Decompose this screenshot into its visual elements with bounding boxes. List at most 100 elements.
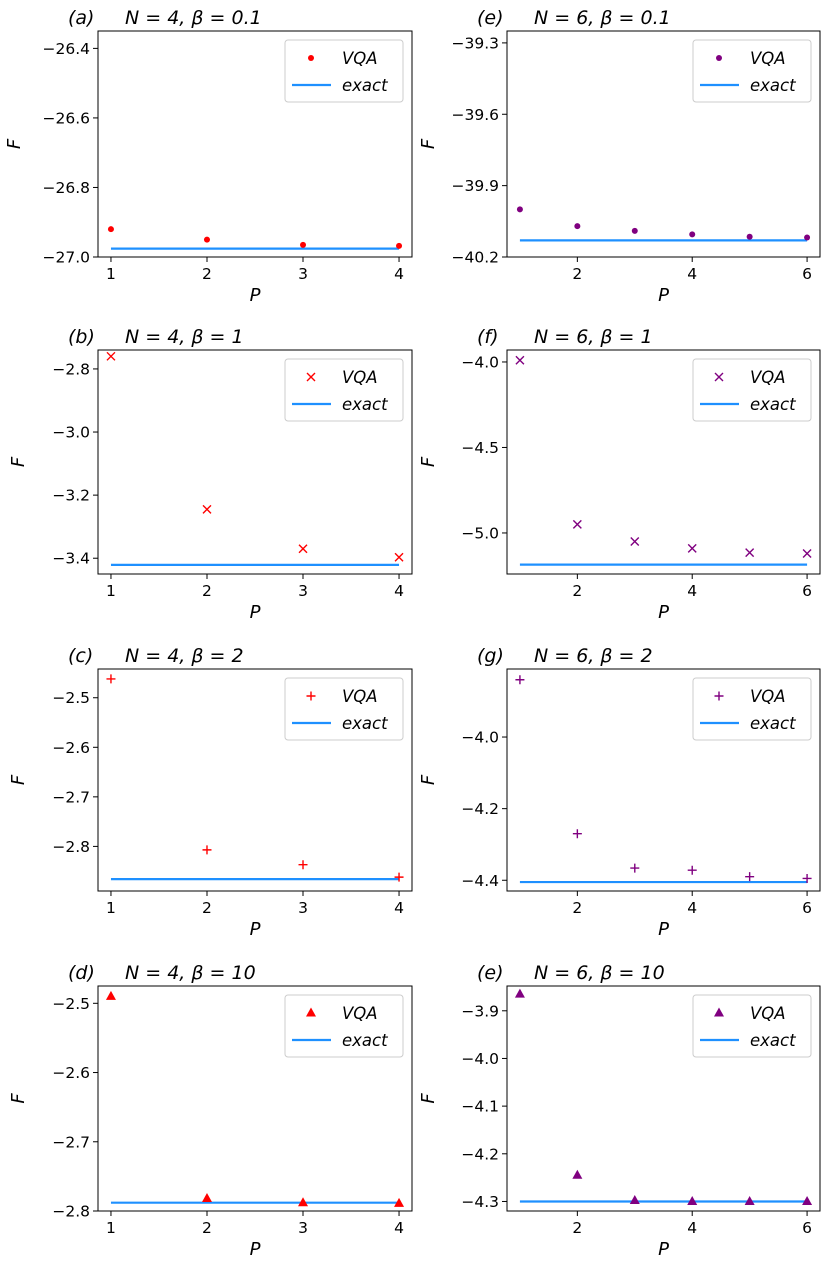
panel-6: (g) N = 6, β = 2 2 4 6 −4.4 −4.2 −4.0 P F VQA exact	[418, 645, 821, 940]
x-tick-label: 2	[572, 265, 582, 283]
vqa-point	[689, 231, 696, 238]
y-tick-label: −4.2	[461, 800, 499, 818]
y-tick-label: −27.0	[43, 249, 91, 267]
legend-vqa-marker	[714, 372, 724, 382]
panel-title: N = 4, β = 0.1	[125, 7, 262, 29]
legend-exact-label: exact	[750, 395, 796, 414]
y-tick-label: −4.3	[461, 1193, 499, 1211]
vqa-point	[202, 845, 212, 855]
x-tick-label: 2	[572, 899, 582, 917]
vqa-point	[298, 860, 308, 870]
plot-frame	[97, 30, 413, 258]
y-axis-label: F	[8, 1093, 29, 1104]
panel-8: (e) N = 6, β = 10 2 4 6 −4.3 −4.2 −4.1 −4.0 −3.9 P…	[418, 962, 821, 1260]
legend-vqa-label: VQA	[750, 1004, 786, 1023]
legend-exact-label: exact	[342, 76, 388, 95]
legend-vqa-label: VQA	[750, 49, 786, 68]
x-tick-label: 4	[687, 1219, 697, 1237]
panel-title: N = 6, β = 10	[534, 962, 665, 984]
vqa-point	[106, 351, 116, 361]
vqa-point	[105, 990, 116, 1000]
y-tick-label: −39.9	[452, 177, 500, 195]
vqa-point	[744, 1195, 755, 1205]
legend-box	[284, 39, 404, 103]
vqa-point	[298, 544, 308, 554]
x-tick-label: 3	[298, 1219, 308, 1237]
y-tick-label: −4.5	[461, 439, 499, 457]
y-tick-label: −4.1	[461, 1098, 499, 1116]
legend-vqa-marker	[306, 1007, 316, 1017]
legend: VQA exact	[284, 39, 404, 103]
legend-box	[284, 677, 404, 741]
panel-label: (b)	[68, 326, 95, 348]
y-axis-label: F	[418, 138, 439, 149]
x-tick-label: 2	[202, 1219, 212, 1237]
panel-7: (d) N = 4, β = 10 1 2 3 4 −2.8 −2.7 −2.6 −2.5 P F VQ…	[8, 962, 413, 1260]
y-tick-label: −2.6	[52, 1064, 90, 1082]
legend-box	[692, 358, 812, 422]
x-tick-label: 6	[802, 899, 812, 917]
vqa-point	[802, 548, 812, 558]
legend-box	[284, 358, 404, 422]
y-axis-label: F	[4, 138, 25, 149]
panel-label: (d)	[68, 962, 95, 984]
y-tick-label: −3.4	[52, 550, 90, 568]
y-axis-label: F	[8, 774, 29, 785]
panel-label: (c)	[68, 645, 93, 667]
legend-vqa-marker	[308, 55, 314, 61]
vqa-point	[802, 1195, 813, 1205]
vqa-point	[687, 865, 697, 875]
vqa-point	[804, 234, 811, 241]
legend-box	[692, 994, 812, 1058]
vqa-point	[107, 226, 114, 233]
legend-vqa-label: VQA	[342, 1004, 378, 1023]
y-axis-label: F	[418, 1093, 439, 1104]
y-tick-label: −26.4	[43, 40, 91, 58]
legend-exact-label: exact	[342, 395, 388, 414]
x-tick-label: 3	[298, 265, 308, 283]
legend-exact-label: exact	[342, 1031, 388, 1050]
y-axis-label: F	[418, 456, 439, 467]
vqa-point	[572, 829, 582, 839]
y-tick-label: −2.8	[52, 360, 90, 378]
plot-frame	[97, 668, 413, 892]
x-tick-label: 3	[298, 582, 308, 600]
x-axis-label: P	[658, 602, 669, 623]
panel-title: N = 4, β = 10	[125, 962, 256, 984]
y-axis-label: F	[418, 774, 439, 785]
vqa-point	[745, 872, 755, 882]
x-tick-label: 4	[394, 265, 404, 283]
vqa-point	[574, 223, 581, 230]
x-tick-label: 2	[202, 582, 212, 600]
legend: VQA exact	[692, 39, 812, 103]
y-tick-label: −4.0	[461, 1050, 499, 1068]
panel-label: (f)	[477, 326, 499, 348]
x-tick-label: 4	[687, 582, 697, 600]
vqa-point	[300, 241, 307, 248]
x-tick-label: 6	[802, 265, 812, 283]
vqa-point	[515, 675, 525, 685]
legend-box	[692, 39, 812, 103]
x-axis-label: P	[250, 285, 261, 306]
x-tick-label: 4	[687, 265, 697, 283]
x-tick-label: 2	[572, 582, 582, 600]
panel-label: (g)	[477, 645, 504, 667]
x-tick-label: 4	[394, 582, 404, 600]
plot-frame	[506, 30, 821, 258]
y-tick-label: −26.8	[43, 179, 91, 197]
legend: VQA exact	[692, 677, 812, 741]
panel-label: (e)	[477, 962, 504, 984]
x-axis-label: P	[250, 919, 261, 940]
vqa-point	[106, 674, 116, 684]
panel-2: (e) N = 6, β = 0.1 2 4 6 −40.2 −39.9 −39.6 −39.3…	[418, 7, 821, 306]
legend: VQA exact	[284, 358, 404, 422]
panel-label: (a)	[68, 7, 94, 29]
y-tick-label: −26.6	[43, 109, 91, 127]
x-tick-label: 4	[687, 899, 697, 917]
panel-1: (a) N = 4, β = 0.1 1 2 3 4 −27.0 −26.8 −26.6 −26.…	[4, 7, 413, 306]
panel-title: N = 6, β = 0.1	[534, 7, 671, 29]
vqa-point	[687, 1195, 698, 1205]
vqa-point	[298, 1197, 309, 1207]
legend-box	[692, 677, 812, 741]
vqa-point	[631, 227, 638, 234]
